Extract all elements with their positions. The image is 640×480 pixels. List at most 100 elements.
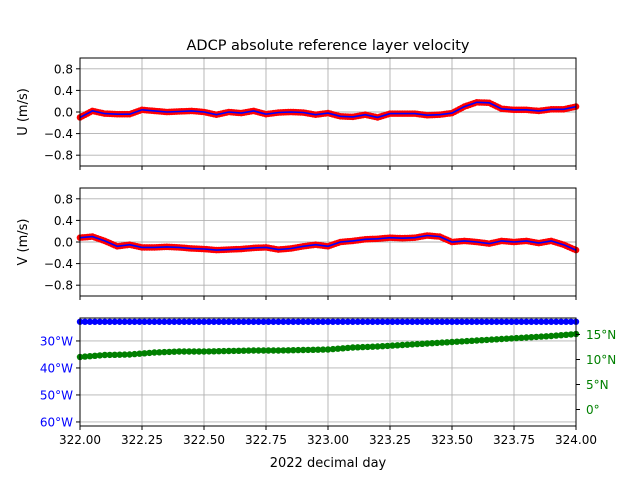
latitude-point (394, 342, 401, 349)
longitude-point (220, 318, 228, 325)
latitude-point (309, 346, 317, 353)
latitude-point (126, 351, 133, 358)
longitude-point (463, 318, 471, 325)
latitude-point (180, 348, 188, 355)
latitude-point (518, 334, 525, 341)
v-ylabel: V (m/s) (16, 219, 31, 266)
latitude-point (319, 346, 327, 353)
longitude-point (101, 318, 109, 325)
longitude-point (557, 318, 565, 325)
longitude-point (300, 318, 307, 325)
longitude-point (230, 318, 237, 325)
longitude-point (483, 318, 490, 325)
longitude-point (86, 318, 94, 325)
longitude-point (255, 318, 262, 325)
latitude-point (220, 347, 228, 355)
longitude-point (205, 318, 213, 325)
longitude-point (329, 318, 337, 325)
longitude-point (334, 318, 342, 325)
longitude-point (161, 318, 168, 325)
latitude-point (528, 334, 535, 341)
latitude-point (483, 336, 490, 344)
longitude-point (443, 318, 451, 325)
latitude-point (543, 333, 550, 340)
longitude-point (285, 318, 292, 325)
latitude-point (250, 347, 257, 354)
latitude-point (533, 333, 540, 341)
longitude-point (513, 318, 520, 325)
longitude-point (91, 318, 99, 325)
longitude-point (468, 318, 476, 325)
x-tick-label: 323.75 (493, 433, 535, 447)
latitude-point (275, 347, 282, 354)
longitude-point (141, 318, 148, 325)
latitude-point (359, 343, 366, 351)
longitude-point (453, 318, 461, 325)
latitude-point (364, 343, 371, 351)
u-y-ticks: −0.8 −0.4 0.0 0.4 0.8 (44, 62, 80, 163)
u-series-line (79, 101, 577, 119)
longitude-point (309, 318, 317, 325)
panel-u: −0.8 −0.4 0.0 0.4 0.8 U (m/s) (16, 57, 580, 170)
x-tick-label: 322.50 (183, 433, 225, 447)
latitude-point (141, 350, 148, 357)
latitude-point (300, 346, 307, 354)
longitude-point (166, 318, 173, 325)
longitude-point (404, 318, 411, 325)
latitude-point (523, 334, 530, 341)
longitude-point (240, 318, 247, 325)
x-tick-label: 324.00 (555, 433, 597, 447)
longitude-point (409, 318, 416, 325)
latitude-point (255, 347, 262, 354)
latitude-point (240, 347, 247, 354)
longitude-point (280, 318, 287, 325)
longitude-point (438, 318, 446, 325)
latitude-point (493, 336, 500, 343)
longitude-point (433, 318, 441, 325)
position-x-ticks: 322.00 322.25 322.50 322.75 323.00 323.25 323.… (59, 426, 597, 447)
latitude-point (136, 350, 143, 357)
longitude-point (215, 318, 223, 325)
longitude-point (552, 318, 560, 325)
latitude-point (498, 335, 505, 343)
latitude-point (473, 337, 480, 344)
longitude-tick-label: 50°W (40, 388, 73, 402)
latitude-point (230, 347, 237, 355)
longitude-point (374, 318, 381, 325)
latitude-point (265, 347, 272, 354)
longitude-point (488, 318, 495, 325)
longitude-point (394, 318, 401, 325)
longitude-point (195, 318, 203, 325)
latitude-point (384, 342, 391, 350)
longitude-point (523, 318, 530, 325)
longitude-point (190, 318, 198, 325)
latitude-point (295, 346, 302, 354)
longitude-point (185, 318, 193, 325)
longitude-point (180, 318, 188, 325)
longitude-point (428, 318, 436, 325)
latitude-point (111, 351, 118, 358)
latitude-point (458, 338, 466, 345)
latitude-point (428, 340, 436, 347)
longitude-point (295, 318, 302, 325)
longitude-point (424, 318, 431, 325)
latitude-point (280, 347, 287, 354)
v-y-ticks: −0.8 −0.4 0.0 0.4 0.8 (44, 192, 80, 293)
position-right-ticks: 0° 5°N 10°N 15°N (576, 328, 616, 417)
latitude-point (96, 352, 104, 359)
latitude-point (404, 341, 411, 348)
longitude-point (543, 318, 550, 325)
longitude-point (200, 318, 208, 325)
latitude-point (195, 348, 203, 355)
latitude-point (131, 350, 138, 358)
latitude-point (200, 348, 208, 355)
v-x-ticks (79, 296, 577, 300)
latitude-tick-label: 10°N (586, 353, 616, 367)
latitude-point (324, 346, 332, 353)
latitude-point (344, 344, 352, 352)
latitude-point (260, 347, 267, 354)
latitude-tick-label: 15°N (586, 328, 616, 342)
x-tick-label: 323.00 (307, 433, 349, 447)
longitude-point (136, 318, 143, 325)
